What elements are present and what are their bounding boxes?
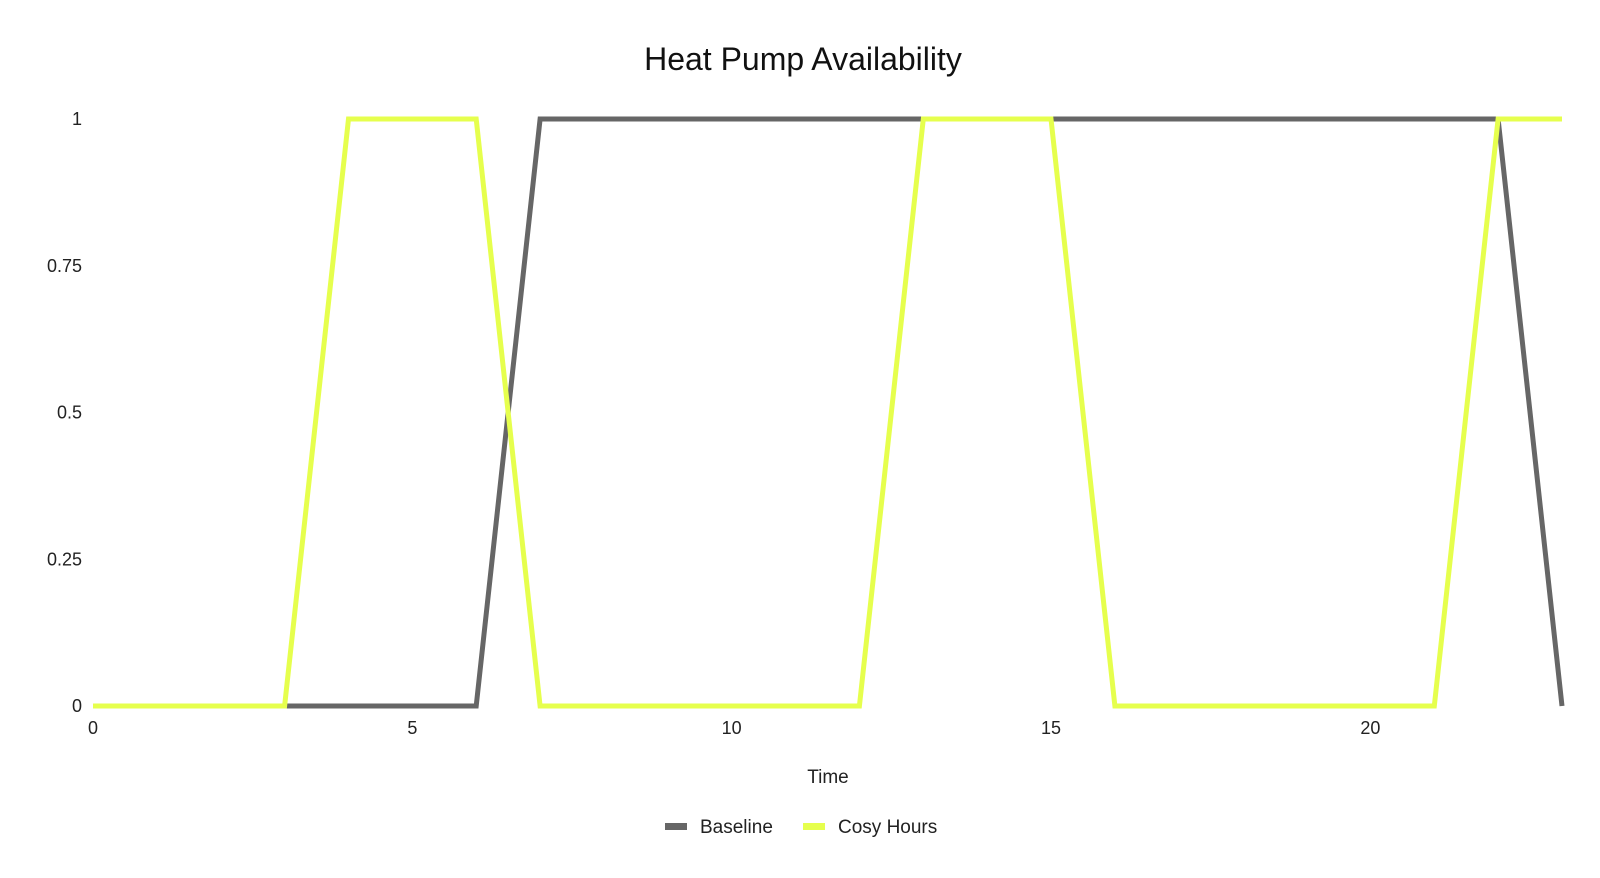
x-axis-label: Time <box>807 767 849 788</box>
x-tick-label: 5 <box>407 718 417 738</box>
y-tick-label: 0.5 <box>57 403 82 423</box>
legend-swatch-cosy-hours <box>803 823 825 830</box>
x-tick-label: 10 <box>722 718 742 738</box>
series-line-baseline <box>93 116 1565 709</box>
y-tick-label: 0.25 <box>47 549 82 569</box>
y-axis-ticks: 0 0.25 0.5 0.75 1 <box>47 109 82 716</box>
legend-label-baseline: Baseline <box>700 817 773 838</box>
series-line-cosy-hours <box>93 116 1562 709</box>
x-tick-label: 20 <box>1360 718 1380 738</box>
y-tick-label: 0 <box>72 696 82 716</box>
y-tick-label: 0.75 <box>47 256 82 276</box>
x-tick-label: 0 <box>88 718 98 738</box>
legend: Baseline Cosy Hours <box>665 817 937 838</box>
legend-swatch-baseline <box>665 823 687 830</box>
legend-label-cosy-hours: Cosy Hours <box>838 817 937 838</box>
series-layer <box>93 116 1565 709</box>
x-axis-ticks: 0 5 10 15 20 <box>88 718 1380 738</box>
y-tick-label: 1 <box>72 109 82 129</box>
x-tick-label: 15 <box>1041 718 1061 738</box>
chart-title: Heat Pump Availability <box>644 41 962 77</box>
